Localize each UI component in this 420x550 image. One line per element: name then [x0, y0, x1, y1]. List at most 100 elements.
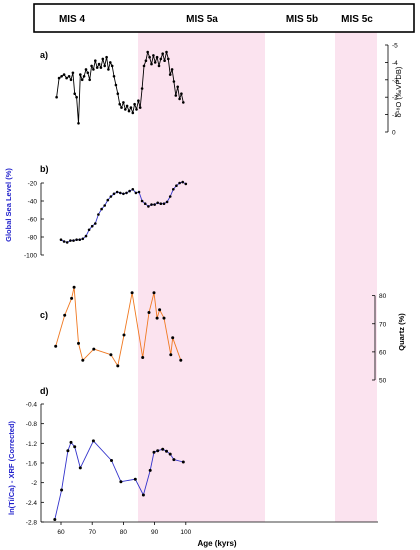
panel-c-data-point: [158, 308, 162, 312]
panel-d-y-tick-label: -1.2: [26, 441, 38, 448]
panel-a-data-point: [174, 94, 178, 97]
panel-b-ylabel: Global Sea Level (%): [4, 168, 13, 242]
panel-b-data-point: [62, 240, 66, 243]
panel-b-data-point: [159, 202, 163, 205]
panel-b-y-tick-label: -80: [28, 235, 38, 242]
panel-b-data-point: [143, 202, 147, 205]
panel-a-y-tick-label: -2: [392, 95, 398, 102]
panel-a-data-point: [142, 64, 146, 68]
panel-b-data-point: [168, 195, 172, 198]
panel-letter-c: c): [40, 310, 48, 320]
panel-d-data-point: [141, 493, 145, 497]
panel-a-data-point: [97, 62, 101, 66]
panel-c-data-point: [109, 353, 113, 357]
panel-b-data-point: [184, 182, 188, 186]
x-tick-label: 80: [120, 529, 128, 536]
panel-b-data-point: [153, 203, 156, 206]
panel-a-data-point: [163, 59, 166, 62]
panel-d-data-point: [161, 447, 165, 451]
panel-a-data-point: [107, 68, 110, 71]
panel-b-y-tick-label: -60: [28, 217, 38, 224]
panel-c-data-point: [81, 358, 85, 362]
panel-c-y-tick-label: 60: [379, 349, 387, 356]
panel-d-data-point: [156, 449, 160, 453]
panel-a-data-point: [65, 76, 68, 80]
panel-d-data-point: [152, 450, 156, 454]
x-tick-label: 100: [180, 529, 191, 536]
panel-c-data-point: [54, 344, 58, 348]
panel-a-data-point: [99, 66, 103, 69]
panel-a-data-point: [69, 78, 73, 82]
panel-d-data-point: [69, 440, 73, 444]
panel-b-data-point: [165, 200, 169, 204]
panel-a-data-point: [88, 78, 91, 82]
panel-c-y-tick-label: 70: [379, 321, 387, 328]
panel-a-data-point: [60, 75, 63, 78]
panel-d-data-point: [78, 466, 82, 470]
panel-a-data-point: [109, 61, 112, 64]
panel-a-data-point: [168, 73, 172, 76]
panel-b-data-point: [175, 184, 178, 187]
panel-b-data-point: [59, 238, 63, 241]
panel-a-data-point: [180, 92, 183, 95]
panel-c-data-point: [171, 336, 175, 340]
stage-header-box: [33, 3, 415, 33]
panel-a-data-point: [178, 97, 181, 101]
panel-a-data-point: [75, 95, 78, 99]
panel-a-data-point: [110, 64, 114, 68]
panel-d-y-tick-label: -2: [31, 480, 37, 487]
panel-b-data-point: [125, 191, 128, 195]
panel-a-data-point: [67, 75, 71, 78]
panel-d-data-point: [168, 452, 172, 456]
panel-a-data-point: [155, 55, 159, 59]
panel-a-data-point: [137, 99, 140, 102]
panel-a-data-point: [73, 92, 76, 95]
panel-b-data-point: [112, 192, 116, 196]
x-tick-label: 90: [151, 529, 159, 536]
panel-b-data-point: [87, 228, 91, 232]
panel-d-data-point: [91, 439, 95, 443]
panel-a-data-point: [62, 73, 66, 76]
panel-c-y-tick-label: 80: [379, 293, 387, 300]
panel-b-data-point: [115, 190, 119, 194]
panel-b-y-tick-label: -20: [28, 181, 38, 188]
panel-c-data-point: [116, 364, 120, 368]
panel-a-data-point: [131, 111, 135, 115]
panel-b-y-tick-label: -100: [24, 253, 37, 260]
panel-a-y-tick-label: -4: [392, 60, 398, 67]
panel-d-data-point: [110, 459, 113, 462]
panel-a-data-point: [153, 61, 157, 64]
panel-d-data-point: [119, 480, 123, 484]
panel-a-data-point: [135, 108, 138, 111]
panel-a-data-point: [144, 59, 148, 62]
panel-b-data-point: [134, 191, 138, 195]
panel-a-y-tick-label: 0: [392, 130, 396, 137]
panel-b-data-point: [75, 238, 78, 241]
panel-a-data-point: [140, 87, 144, 90]
panel-a-data-point: [57, 76, 61, 80]
panel-a-data-point: [176, 85, 179, 89]
mis-5a-band: [138, 32, 265, 522]
plots-layer: -5 -4 -3 -2 -1 0 -20 -40 -60 -80 -100 50 60 70 80 -0.4 -…: [24, 43, 398, 537]
panel-c-data-point: [72, 285, 76, 289]
x-tick-label: 70: [89, 529, 97, 536]
panel-b-data-point: [100, 207, 103, 211]
panel-b-data-point: [122, 192, 125, 196]
panel-b-data-point: [150, 203, 153, 206]
panel-a-data-point: [103, 64, 106, 68]
panel-a-data-point: [71, 71, 75, 75]
panel-a-data-point: [172, 80, 176, 83]
panel-b-data-point: [128, 189, 131, 193]
panel-b-data-point: [94, 222, 97, 225]
panel-b-data-point: [72, 239, 75, 242]
panel-d-ylabel: ln(Ti/Ca) - XRF (Corrected): [7, 420, 16, 515]
panel-d-data-point: [148, 468, 152, 472]
panel-d-data-point: [60, 488, 64, 492]
panel-a-data-point: [82, 75, 86, 78]
panel-a-data-point: [122, 101, 125, 104]
panel-b-data-point: [69, 239, 72, 242]
panel-d-data-point: [181, 460, 185, 464]
panel-a-data-point: [157, 64, 161, 68]
panel-b-data-point: [84, 234, 88, 238]
